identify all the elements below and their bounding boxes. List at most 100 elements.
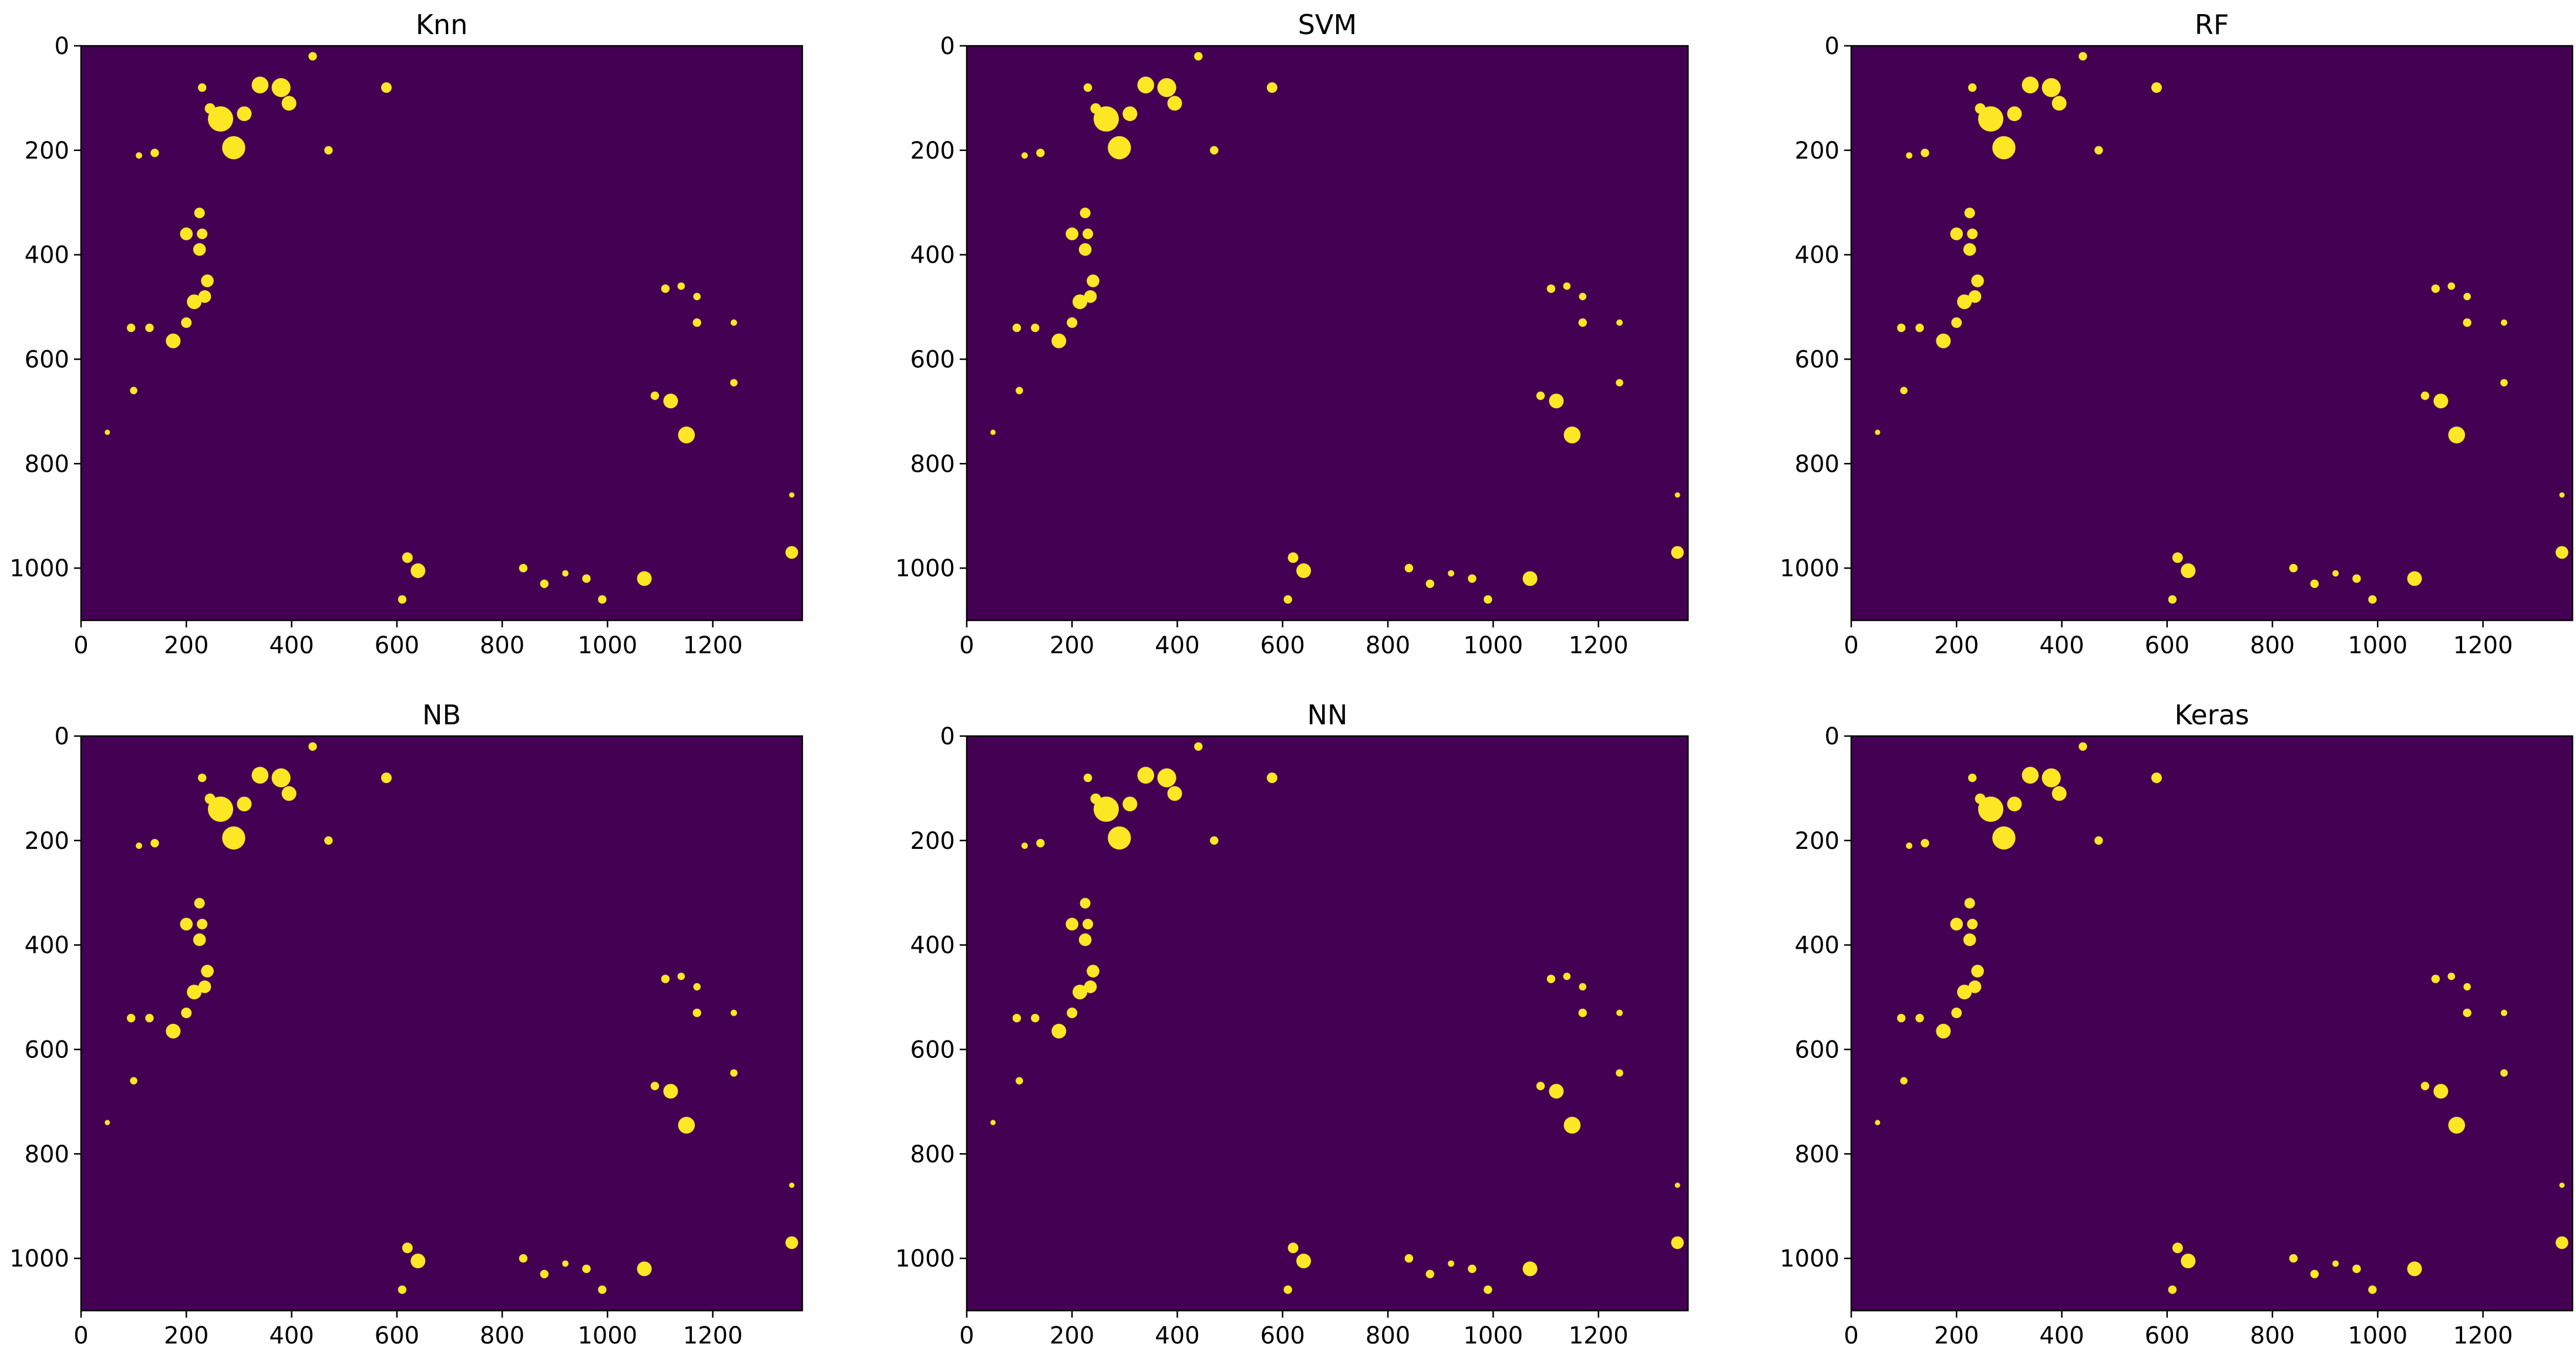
y-tick-label: 200 (25, 828, 69, 855)
segmented-blob (1015, 387, 1023, 395)
segmented-blob (166, 333, 181, 348)
segmented-blob (2501, 319, 2507, 326)
segmented-blob (1616, 379, 1623, 387)
axes-frame (80, 735, 803, 1312)
segmented-blob (562, 570, 569, 577)
segmented-blob (1137, 767, 1155, 784)
y-tick-label: 200 (1795, 828, 1839, 855)
segmentation-mask (1875, 52, 2568, 604)
segmented-blob (2559, 1183, 2565, 1188)
segmented-blob (785, 1236, 798, 1249)
segmented-blob (663, 394, 678, 409)
segmentation-mask (990, 52, 1684, 604)
y-tick-label: 400 (1795, 242, 1839, 269)
segmented-blob (201, 965, 214, 978)
segmented-blob (677, 282, 685, 290)
segmented-blob (2094, 146, 2103, 154)
segmented-blob (127, 1013, 136, 1023)
segmented-blob (1992, 136, 2016, 160)
segmented-blob (2022, 76, 2039, 93)
segmented-blob (150, 839, 159, 848)
segmented-blob (2151, 772, 2162, 784)
segmented-blob (663, 1084, 678, 1099)
segmented-blob (2007, 106, 2022, 122)
segmented-blob (1065, 227, 1079, 240)
x-tick-label: 200 (1934, 632, 1979, 659)
segmented-blob (1021, 842, 1028, 849)
y-tick-label: 0 (1825, 723, 1839, 750)
segmented-blob (1579, 983, 1586, 991)
segmented-blob (2448, 1117, 2466, 1134)
segmented-blob (194, 898, 205, 909)
x-tick-label: 800 (2250, 632, 2295, 659)
segmented-blob (650, 391, 660, 400)
segmented-blob (2500, 1069, 2508, 1077)
segmented-blob (1468, 1264, 1477, 1274)
segmented-blob (1194, 52, 1203, 61)
y-tick-label: 0 (940, 33, 955, 60)
segmented-blob (2352, 574, 2361, 583)
x-tick-label: 800 (480, 1322, 524, 1349)
segmented-blob (193, 933, 206, 946)
segmented-blob (198, 290, 211, 303)
x-tick-label: 800 (2250, 1322, 2295, 1349)
x-tick-label: 1000 (2348, 632, 2407, 659)
segmented-blob (2463, 1009, 2471, 1017)
x-tick-label: 0 (1844, 1322, 1858, 1349)
segmented-blob (1122, 106, 1138, 122)
segmented-blob (519, 563, 528, 573)
segmented-blob (198, 980, 211, 993)
y-tick-label: 400 (910, 242, 955, 269)
segmented-blob (661, 975, 670, 983)
segmented-blob (1167, 96, 1182, 111)
y-tick-label: 600 (910, 1036, 955, 1063)
segmented-blob (1484, 595, 1492, 604)
y-tick-label: 1000 (895, 1245, 955, 1272)
x-tick-label: 0 (73, 632, 88, 659)
segmented-blob (130, 1077, 137, 1085)
x-tick-label: 400 (269, 1322, 314, 1349)
segmented-blob (789, 492, 795, 498)
segmented-blob (1921, 839, 1929, 848)
segmented-blob (2289, 1254, 2298, 1263)
segmented-blob (1563, 426, 1581, 444)
segmented-blob (411, 563, 426, 578)
subplot-nb: NB 0 200 400 600 800 1000 1200 0 200 400 600 800 1000 (9, 699, 803, 1349)
segmented-blob (1072, 985, 1088, 1000)
segmented-blob (1616, 319, 1623, 326)
segmented-blob (1563, 282, 1571, 290)
segmented-blob (1013, 1013, 1021, 1023)
segmented-blob (1283, 595, 1292, 604)
segmented-blob (1963, 243, 1976, 256)
y-tick-label: 0 (1825, 33, 1839, 60)
segmented-blob (145, 323, 154, 332)
segmented-blob (1210, 146, 1219, 154)
x-tick-label: 600 (375, 632, 419, 659)
x-tick-label: 200 (1934, 1322, 1979, 1349)
segmented-blob (1078, 933, 1092, 946)
segmented-blob (1906, 842, 1913, 849)
segmented-blob (105, 1120, 110, 1126)
x-tick-label: 1000 (577, 632, 637, 659)
x-tick-label: 800 (1366, 1322, 1410, 1349)
segmented-blob (222, 826, 246, 850)
y-tick-label: 800 (25, 451, 69, 478)
segmented-blob (1957, 294, 1972, 310)
segmented-blob (598, 595, 607, 604)
segmented-blob (1963, 933, 1976, 946)
segmented-blob (1978, 797, 2003, 822)
segmentation-mask (105, 52, 798, 604)
segmented-blob (398, 595, 406, 604)
subplot-rf: RF 0 200 400 600 800 1000 1200 0 200 400 600 800 1000 (1780, 9, 2574, 659)
segmented-blob (2500, 379, 2508, 387)
segmented-blob (2052, 786, 2067, 801)
subplot-knn: Knn 0 200 400 600 800 1000 1200 0 200 400 600 800 100… (9, 9, 803, 659)
x-tick-label: 600 (375, 1322, 419, 1349)
segmented-blob (678, 1117, 695, 1134)
segmented-blob (2079, 742, 2087, 751)
panel-title: NN (1307, 699, 1348, 731)
segmented-blob (2559, 492, 2565, 498)
segmented-blob (540, 579, 549, 588)
segmented-blob (2555, 546, 2568, 559)
segmented-blob (1157, 78, 1176, 98)
